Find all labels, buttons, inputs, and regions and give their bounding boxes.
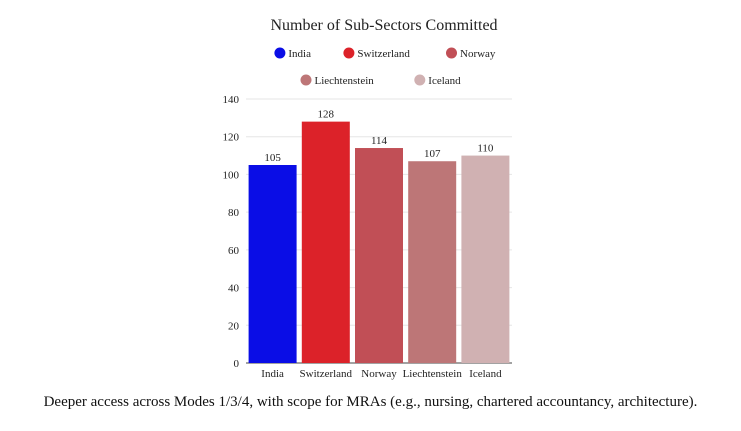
legend-marker-india (274, 47, 286, 59)
data-label-liechtenstein: 107 (424, 148, 441, 160)
bar-norway (355, 148, 403, 363)
y-tick-label-0: 0 (234, 358, 240, 370)
x-tick-label-india: India (261, 368, 284, 380)
bar-iceland (461, 155, 510, 363)
x-tick-label-iceland: Iceland (469, 368, 502, 380)
y-tick-label-40: 40 (228, 283, 240, 295)
x-tick-label-switzerland: Switzerland (300, 368, 353, 380)
chart-title: Number of Sub-Sectors Committed (270, 17, 497, 34)
y-tick-label-120: 120 (223, 132, 240, 144)
x-tick-label-liechtenstein: Liechtenstein (403, 368, 463, 380)
legend-label-iceland: Iceland (428, 75, 461, 87)
bar-india (248, 165, 297, 363)
legend-label-liechtenstein: Liechtenstein (315, 75, 375, 87)
bars: 105 128 114 107 110 (248, 109, 510, 363)
data-label-norway: 114 (371, 135, 388, 147)
y-tick-label-60: 60 (228, 245, 240, 257)
legend-label-india: India (288, 48, 311, 60)
legend-marker-liechtenstein (300, 74, 312, 86)
bar-chart: Number of Sub-Sectors Committed India Swi… (223, 17, 512, 380)
legend-marker-switzerland (343, 47, 355, 59)
legend-label-switzerland: Switzerland (357, 48, 410, 60)
y-tick-label-100: 100 (223, 169, 240, 181)
legend: India Switzerland Norway Liechtenstein Icela… (274, 47, 496, 87)
legend-marker-norway (446, 47, 457, 59)
y-tick-label-80: 80 (228, 207, 240, 219)
x-tick-label-norway: Norway (361, 368, 397, 380)
legend-marker-iceland (414, 74, 426, 86)
y-axis: 0 20 40 60 80 100 120 140 (223, 94, 240, 370)
x-axis: India Switzerland Norway Liechtenstein Icela… (261, 368, 502, 380)
y-tick-label-140: 140 (223, 94, 240, 106)
bar-liechtenstein (408, 161, 457, 363)
legend-label-norway: Norway (460, 48, 496, 60)
bar-switzerland (301, 121, 350, 363)
data-label-iceland: 110 (477, 143, 494, 155)
y-tick-label-20: 20 (228, 320, 240, 332)
data-label-switzerland: 128 (318, 109, 335, 121)
chart-caption: Deeper access across Modes 1/3/4, with s… (43, 394, 698, 410)
data-label-india: 105 (264, 152, 281, 164)
